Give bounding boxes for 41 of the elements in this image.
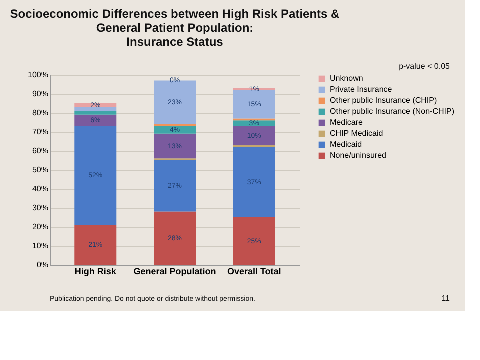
- bar: [233, 218, 276, 265]
- y-tick-label: 90%: [32, 90, 48, 98]
- bar: [233, 120, 276, 126]
- legend-label: Medicare: [330, 118, 364, 127]
- y-tick-label: 100%: [28, 70, 48, 80]
- bar: [154, 134, 196, 159]
- x-tick-label: General Population: [134, 266, 216, 276]
- legend-label: Private Insurance: [330, 85, 393, 94]
- y-tick-label: 50%: [32, 166, 48, 174]
- legend-label: Medicaid: [330, 140, 362, 149]
- y-tick-label: 80%: [32, 108, 48, 118]
- bar: [233, 147, 276, 218]
- y-tick-label: 30%: [32, 204, 48, 212]
- y-tick-label: 0%: [36, 260, 48, 270]
- y-tick-label: 60%: [32, 146, 48, 156]
- text: p-value < 0.05: [399, 62, 451, 71]
- bar: [74, 111, 117, 115]
- bar: [74, 225, 117, 265]
- y-tick-label: 70%: [32, 128, 48, 136]
- bar: [154, 160, 196, 212]
- bar: [154, 212, 196, 265]
- legend-label: Unknown: [330, 74, 364, 83]
- bar: [74, 114, 117, 126]
- text: General Patient Population:: [96, 21, 254, 35]
- bar: [74, 104, 117, 108]
- text: Insurance Status: [126, 35, 224, 49]
- legend-label: Other public Insurance (Non-CHIP): [330, 107, 455, 116]
- x-tick-label: High Risk: [74, 266, 118, 276]
- y-tick-label: 20%: [32, 222, 48, 232]
- bar: [233, 126, 276, 146]
- legend-label: Other public Insurance (CHIP): [330, 96, 438, 105]
- text: Socioeconomic Differences between High Risk Patients &: [10, 7, 340, 21]
- y-tick-label: 10%: [32, 242, 48, 250]
- x-tick-label: Overall Total: [227, 266, 282, 276]
- y-tick-label: 40%: [32, 184, 48, 194]
- bar: [74, 107, 117, 112]
- bar: [233, 90, 276, 119]
- bar: [74, 126, 117, 226]
- legend-label: CHIP Medicaid: [330, 129, 384, 138]
- legend-label: None/uninsured: [330, 151, 386, 160]
- text: 11: [442, 294, 451, 303]
